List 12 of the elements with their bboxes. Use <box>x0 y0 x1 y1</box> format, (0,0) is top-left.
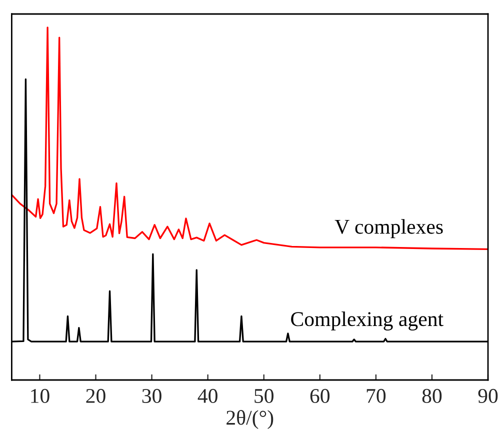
x-tick-label: 10 <box>31 388 50 403</box>
x-tick-label: 20 <box>86 388 106 403</box>
x-tick-label: 90 <box>478 388 498 403</box>
x-tick-label: 70 <box>366 388 386 403</box>
x-axis-title: 2θ/(°) <box>226 410 274 430</box>
x-tick-label: 80 <box>422 388 442 403</box>
x-tick-label: 30 <box>142 388 162 403</box>
series-label: Complexing agent <box>291 312 444 330</box>
x-tick-label: 40 <box>198 388 218 403</box>
x-tick-label: 60 <box>310 388 330 403</box>
x-tick-label: 50 <box>254 388 274 403</box>
series-label: V complexes <box>334 219 443 238</box>
